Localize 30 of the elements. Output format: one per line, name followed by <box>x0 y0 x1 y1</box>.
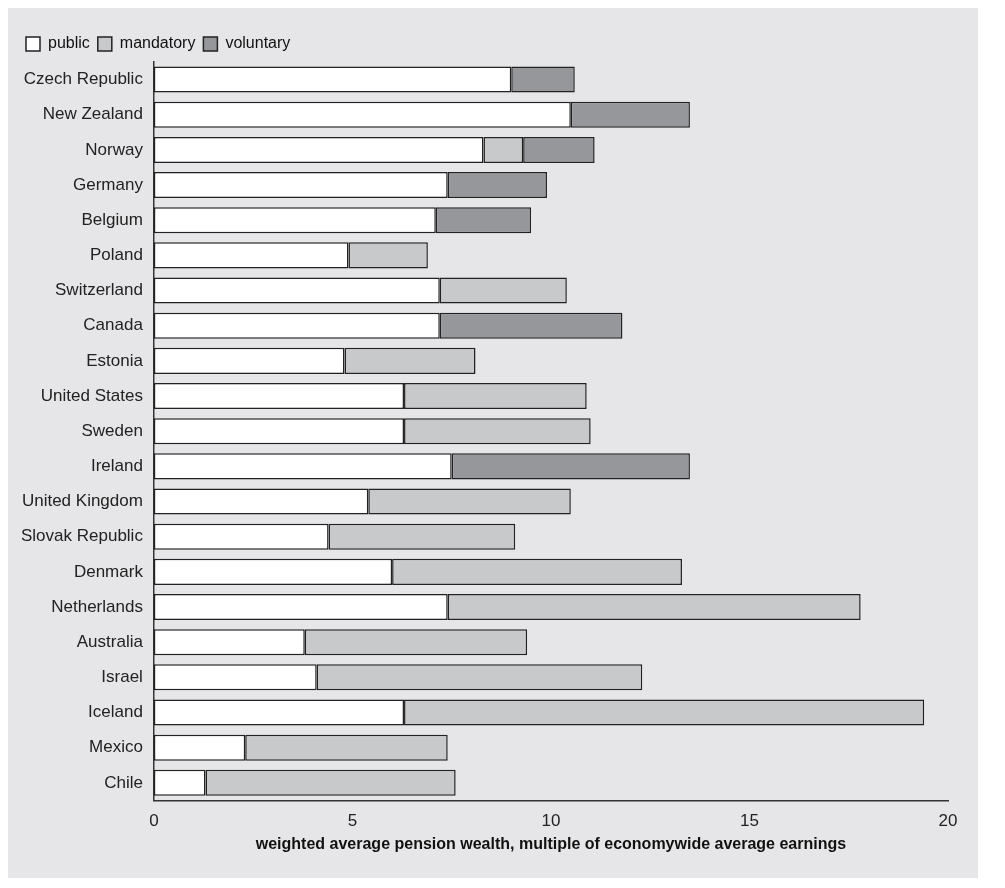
y-tick-label: Slovak Republic <box>20 526 144 546</box>
y-tick-label: Norway <box>85 139 144 159</box>
x-tick-label: 5 <box>347 811 358 831</box>
legend-label: mandatory <box>119 34 196 52</box>
y-tick-label: Netherlands <box>51 596 143 616</box>
legend-label: public <box>48 34 90 52</box>
y-tick-label: Ireland <box>90 456 143 476</box>
y-tick-label: New Zealand <box>42 104 143 124</box>
y-tick-label: United Kingdom <box>21 491 143 511</box>
x-axis-title: weighted average pension wealth, multiple of economywide average earnings <box>254 834 847 852</box>
y-tick-label: Germany <box>72 174 144 194</box>
y-tick-label: Switzerland <box>55 280 143 300</box>
x-tick-label: 15 <box>740 811 759 831</box>
y-tick-label: Czech Republic <box>23 69 144 89</box>
legend-label: voluntary <box>225 34 291 52</box>
x-tick-label: 0 <box>149 811 159 831</box>
y-tick-label: Poland <box>89 245 143 265</box>
y-tick-label: Denmark <box>73 561 144 581</box>
y-tick-label: Iceland <box>88 702 143 722</box>
y-tick-label: Australia <box>76 631 144 651</box>
y-tick-label: Chile <box>104 772 143 792</box>
y-tick-label: Mexico <box>89 737 143 757</box>
y-tick-label: Belgium <box>81 209 143 229</box>
x-tick-label: 10 <box>541 811 561 831</box>
x-tick-label: 20 <box>938 811 958 831</box>
y-tick-label: Sweden <box>81 420 143 440</box>
y-tick-label: United States <box>40 385 143 405</box>
y-tick-label: Canada <box>83 315 144 335</box>
y-tick-label: Estonia <box>86 350 144 370</box>
y-tick-label: Israel <box>101 667 143 687</box>
